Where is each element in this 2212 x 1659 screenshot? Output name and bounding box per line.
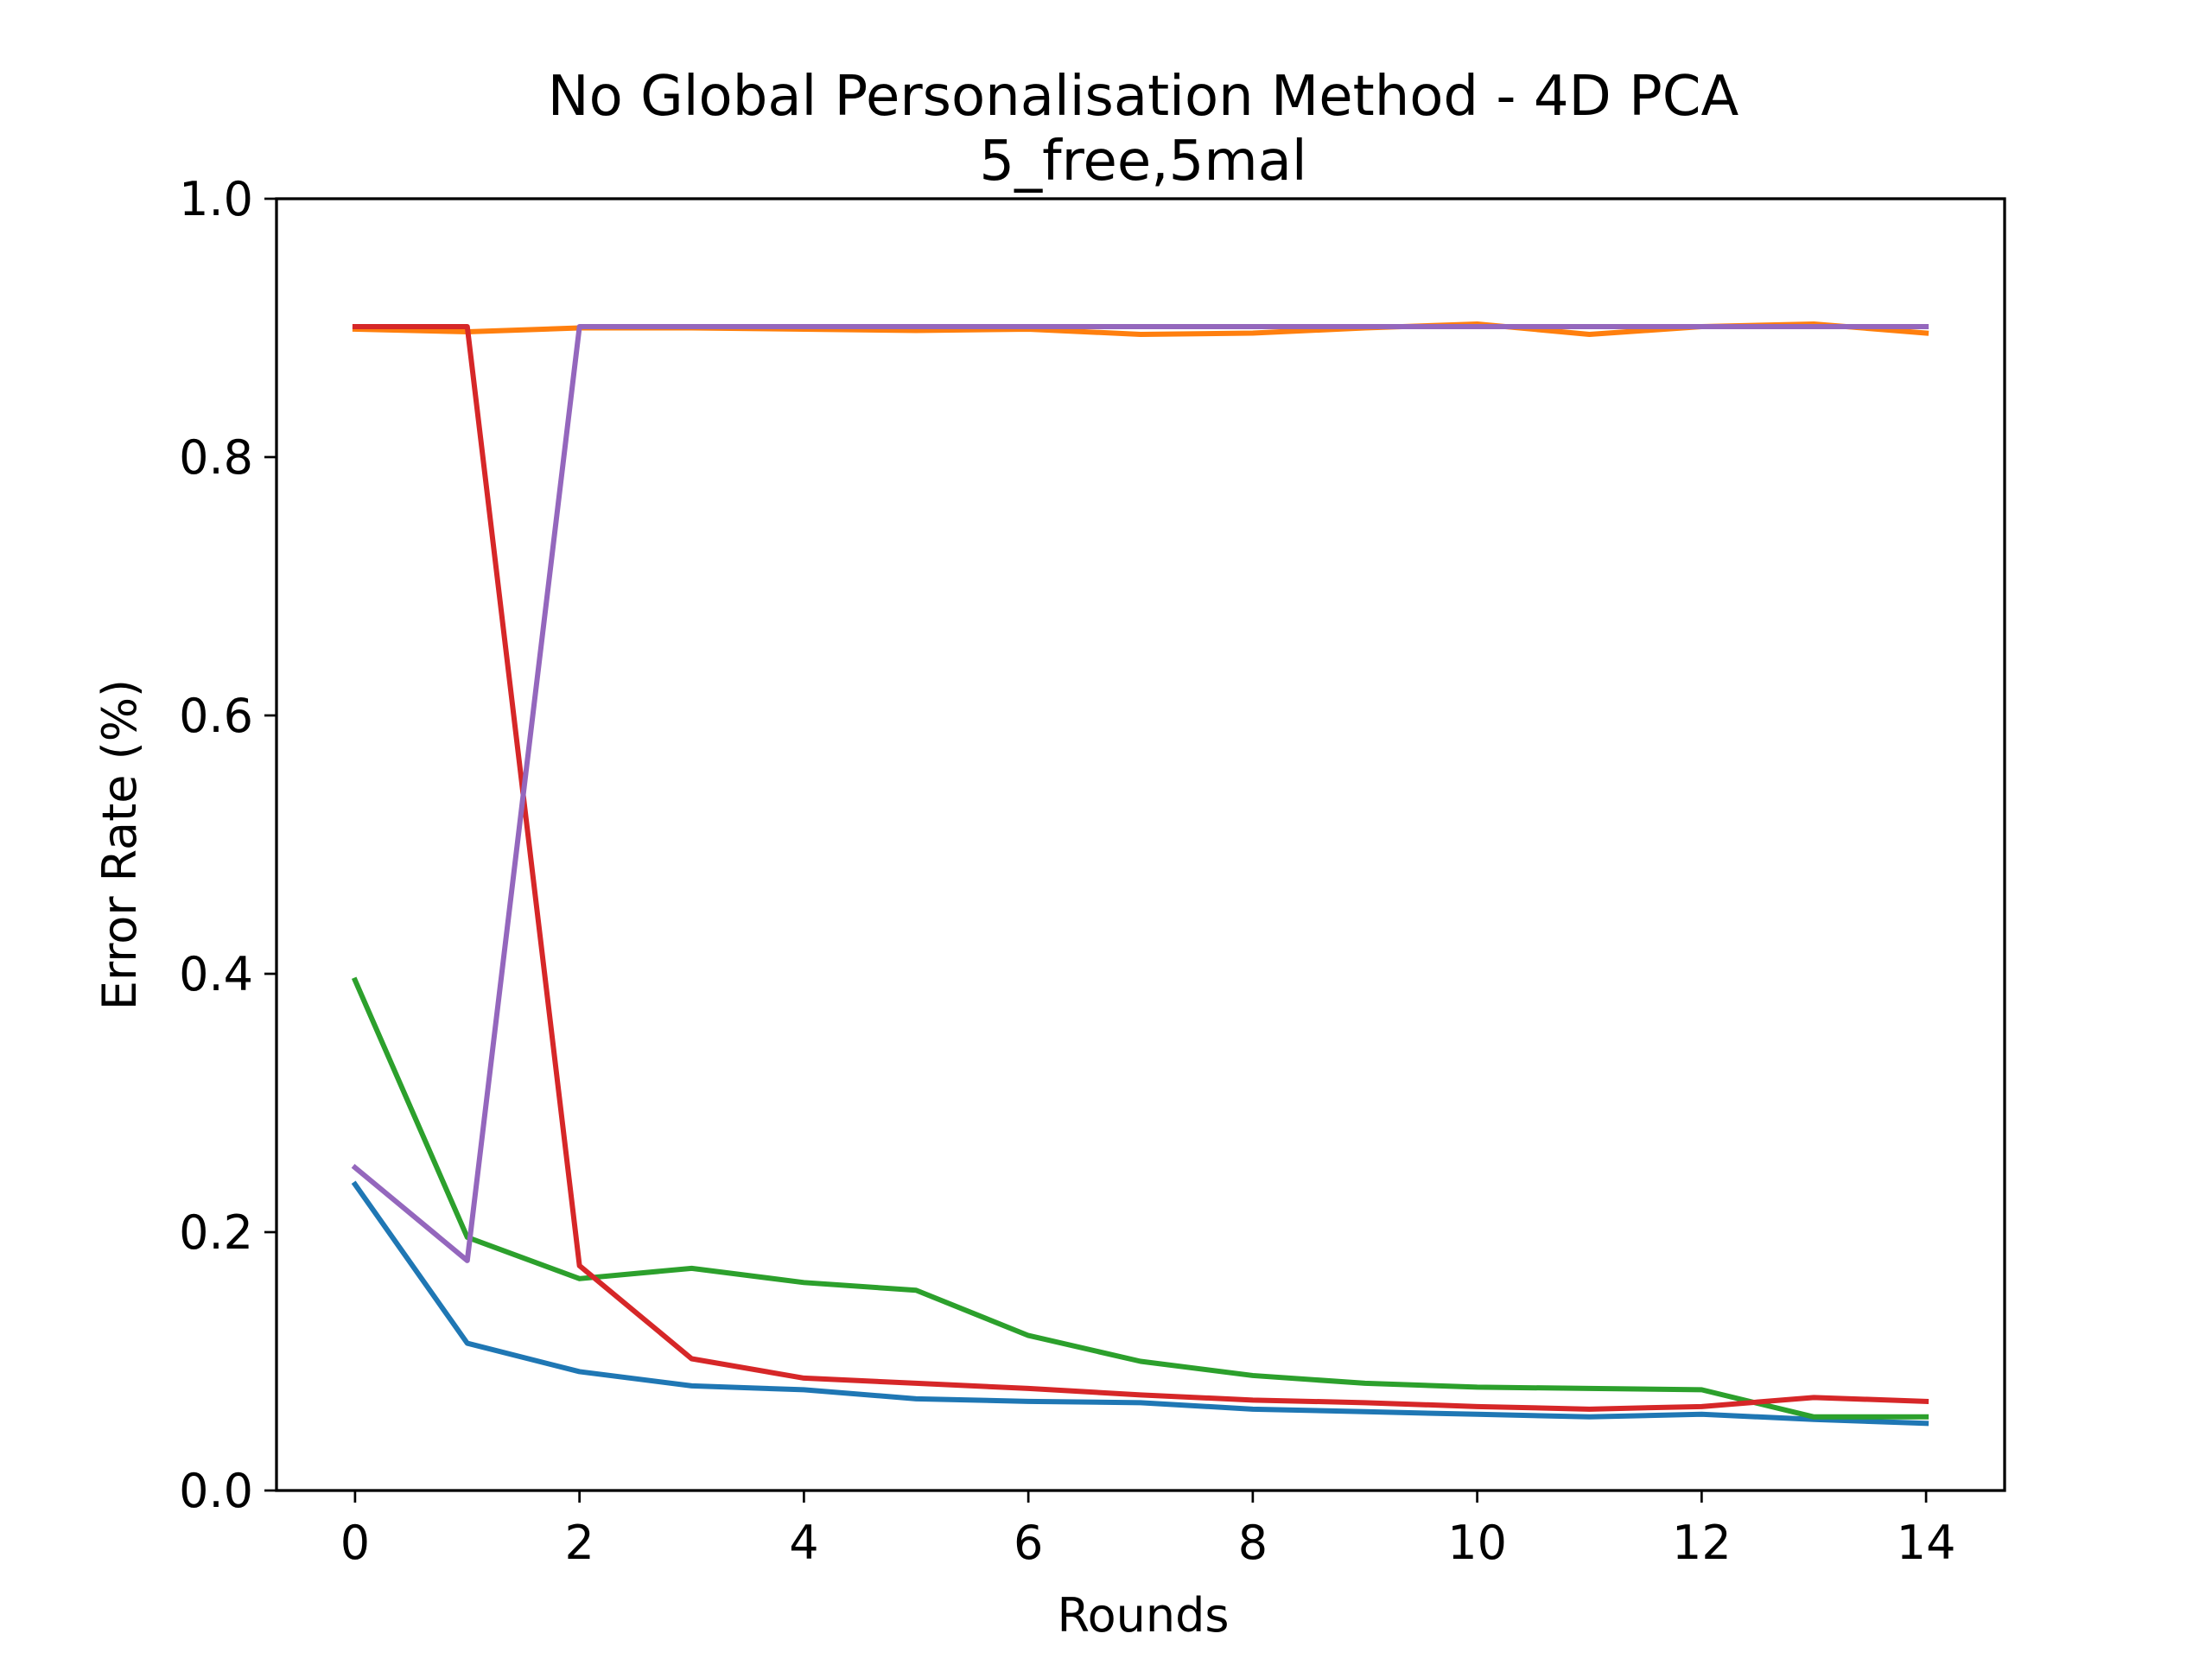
- chart-subtitle: 5_free,5mal: [979, 130, 1306, 194]
- x-tick-label: 12: [1672, 1516, 1732, 1570]
- x-tick-label: 6: [1014, 1516, 1043, 1570]
- y-tick-label: 1.0: [179, 172, 253, 226]
- axes-frame: [275, 197, 2006, 1492]
- chart-title: No Global Personalisation Method - 4D PC…: [548, 65, 1739, 129]
- y-tick-label: 0.6: [179, 689, 253, 743]
- y-tick-label: 0.2: [179, 1205, 253, 1260]
- x-tick-label: 0: [340, 1516, 370, 1570]
- series-line-5: [351, 324, 1929, 1263]
- x-axis-label: Rounds: [1058, 1588, 1230, 1643]
- series-line-4: [352, 324, 1929, 1412]
- series-line-1: [351, 1180, 1929, 1427]
- x-tick-label: 4: [789, 1516, 818, 1570]
- y-tick-label: 0.0: [179, 1464, 253, 1518]
- y-tick-label: 0.4: [179, 947, 253, 1001]
- y-axis-ticks: 0.0 0.2 0.4 0.6 0.8 1.0: [179, 172, 276, 1518]
- series-line-3: [351, 976, 1929, 1420]
- plot-background: [276, 199, 2005, 1491]
- plot-area: [276, 199, 2005, 1491]
- x-tick-label: 14: [1897, 1516, 1956, 1570]
- x-tick-label: 10: [1447, 1516, 1507, 1570]
- x-axis-ticks: 0 2 4 6 8 10 12 14: [340, 1491, 1956, 1570]
- y-tick-label: 0.8: [179, 430, 253, 485]
- x-tick-label: 8: [1238, 1516, 1268, 1570]
- x-tick-label: 2: [564, 1516, 594, 1570]
- series-layer: [351, 321, 1929, 1427]
- y-axis-label: Error Rate (%): [92, 679, 147, 1010]
